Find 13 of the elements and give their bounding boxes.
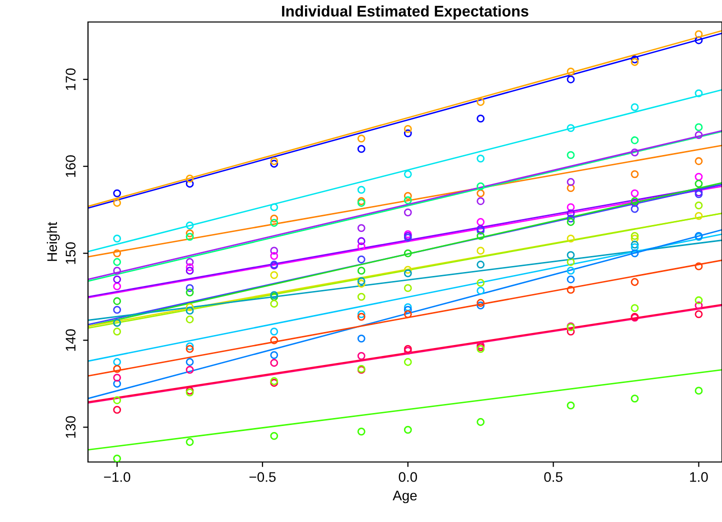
y-tick-label: 140: [66, 329, 76, 351]
x-tick-label: −0.5: [249, 472, 276, 482]
chart-title: Individual Estimated Expectations: [282, 5, 528, 20]
x-tick-label: 1.0: [690, 472, 708, 482]
x-axis-title: Age: [392, 490, 417, 504]
y-tick-label: 150: [66, 242, 76, 264]
y-axis-title: Height: [46, 222, 60, 261]
y-tick-label: 160: [66, 155, 76, 177]
x-tick-label: −1.0: [104, 472, 130, 482]
x-tick-label: 0.5: [544, 472, 562, 482]
x-tick-label: 0.0: [398, 472, 418, 482]
y-tick-label: 170: [66, 68, 76, 90]
y-tick-label: 130: [66, 416, 76, 438]
